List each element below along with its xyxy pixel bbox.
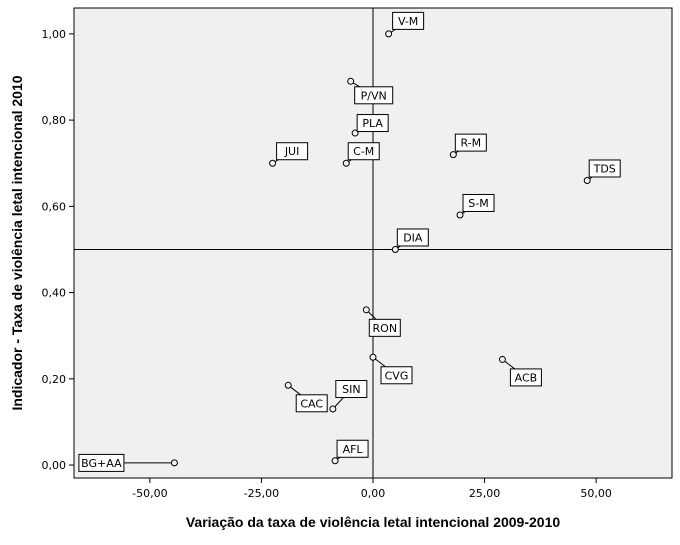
data-label-box <box>454 133 487 152</box>
data-label-box <box>509 368 542 387</box>
data-point <box>583 176 591 184</box>
data-label: CVG <box>385 369 409 382</box>
data-point <box>269 159 277 167</box>
data-label-box <box>380 366 413 385</box>
data-label: SIN <box>342 383 360 396</box>
y-tick-label: 1,00 <box>42 28 67 41</box>
data-point <box>498 355 506 363</box>
data-label-box <box>462 193 495 212</box>
data-label: DIA <box>403 231 423 244</box>
data-point <box>456 211 464 219</box>
data-point <box>331 457 339 465</box>
data-label-box <box>336 439 369 458</box>
data-label: BG+AA <box>81 457 122 470</box>
axis-ticks: -50,00 -25,00 0,00 25,00 50,00 0,00 0,20 0,40 0,… <box>42 28 612 500</box>
data-point <box>170 459 178 467</box>
data-label: R-M <box>460 137 481 150</box>
data-label: AFL <box>343 443 364 456</box>
data-point <box>284 381 292 389</box>
x-axis-title: Variação da taxa de violência letal inte… <box>186 514 561 530</box>
y-tick-label: 0,00 <box>42 459 67 472</box>
data-point <box>329 405 337 413</box>
data-label: V-M <box>398 15 418 28</box>
x-tick-label: 0,00 <box>361 487 386 500</box>
data-label: S-M <box>468 197 488 210</box>
data-point <box>362 306 370 314</box>
data-label: CAC <box>300 397 323 410</box>
data-point <box>385 30 393 38</box>
data-label-box <box>396 228 429 247</box>
data-label: C-M <box>353 145 374 158</box>
y-axis-title: Indicador - Taxa de violência letal inte… <box>9 75 25 410</box>
data-label-box <box>588 159 621 178</box>
data-point <box>342 159 350 167</box>
data-label-box <box>354 86 394 105</box>
data-label: TDS <box>593 162 616 175</box>
data-label-box <box>335 380 368 399</box>
data-label: P/VN <box>361 89 387 102</box>
data-point <box>347 77 355 85</box>
data-label-box <box>392 11 425 30</box>
x-tick-label: -25,00 <box>244 487 279 500</box>
x-tick-label: -50,00 <box>132 487 167 500</box>
data-label: RON <box>373 322 398 335</box>
data-points <box>170 30 591 467</box>
data-label-box <box>78 453 125 472</box>
data-label-box <box>276 142 309 161</box>
data-label: PLA <box>362 117 383 130</box>
data-label: JUI <box>284 145 300 158</box>
data-label-box <box>295 394 328 413</box>
data-label-box <box>368 318 401 337</box>
x-tick-label: 25,00 <box>469 487 501 500</box>
x-tick-label: 50,00 <box>580 487 612 500</box>
data-label: ACB <box>515 371 538 384</box>
y-tick-label: 0,20 <box>42 373 67 386</box>
data-label-box <box>356 114 389 133</box>
y-tick-label: 0,80 <box>42 114 67 127</box>
data-point <box>391 245 399 253</box>
data-label-box <box>347 142 380 161</box>
data-point <box>449 151 457 159</box>
y-tick-label: 0,60 <box>42 200 67 213</box>
data-labels: V-M P/VN PLA JUI C-M R-M TDS S-M DIA RON CVG ACB CAC… <box>78 11 621 472</box>
y-tick-label: 0,40 <box>42 287 67 300</box>
data-point <box>369 353 377 361</box>
